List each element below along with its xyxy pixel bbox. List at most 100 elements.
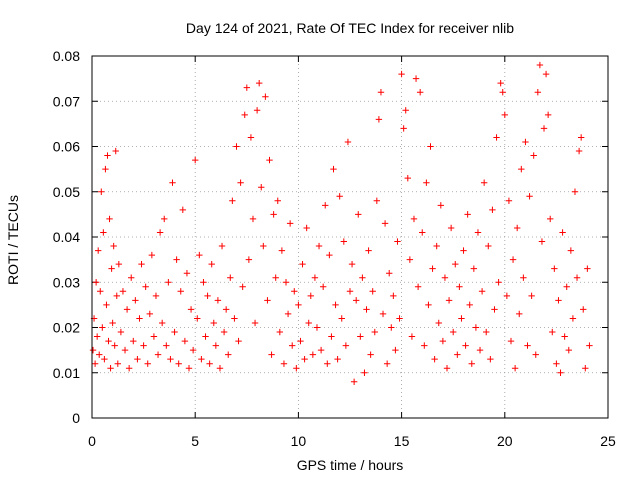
data-point (355, 211, 362, 218)
data-point (303, 224, 310, 232)
y-tick-label: 0.08 (53, 48, 80, 64)
data-point (530, 152, 537, 159)
data-point (495, 279, 502, 286)
data-point (175, 360, 182, 367)
data-point (398, 70, 405, 78)
data-point (419, 229, 426, 236)
data-point (270, 211, 277, 218)
data-point (189, 346, 197, 354)
data-point (513, 224, 521, 232)
data-point (100, 229, 107, 236)
data-point (577, 134, 585, 141)
data-point (518, 165, 525, 173)
data-point (485, 242, 492, 250)
data-point (526, 193, 533, 200)
data-point (511, 365, 519, 372)
data-point (255, 79, 263, 87)
data-point (489, 206, 496, 214)
data-point (445, 297, 453, 304)
data-point (128, 274, 135, 281)
data-point (311, 274, 319, 281)
data-point (216, 365, 224, 372)
data-point (431, 355, 438, 363)
data-point (114, 360, 121, 367)
data-point (586, 342, 593, 349)
data-point (402, 107, 409, 114)
data-point (97, 288, 104, 295)
data-point (112, 147, 119, 155)
data-point (580, 306, 587, 313)
data-point (291, 288, 298, 295)
data-point (177, 288, 184, 295)
data-point (509, 256, 517, 263)
data-point (452, 260, 459, 268)
data-point (299, 260, 306, 268)
data-point (253, 107, 261, 114)
data-point (293, 365, 300, 372)
data-point (171, 328, 178, 336)
data-point (567, 247, 575, 254)
data-point (456, 283, 463, 290)
x-tick-label: 15 (394, 433, 410, 449)
data-point (520, 274, 527, 281)
data-point (441, 274, 449, 281)
data-point (528, 292, 535, 300)
data-point (315, 242, 323, 250)
data-point (194, 315, 201, 322)
data-point (454, 351, 461, 358)
data-point (297, 337, 304, 345)
data-point (317, 346, 325, 354)
data-point (328, 333, 335, 340)
data-point (161, 215, 168, 223)
data-point (582, 365, 589, 372)
data-point (239, 283, 246, 290)
data-point (260, 242, 267, 250)
data-points (89, 61, 593, 385)
data-point (361, 369, 368, 376)
data-point (483, 328, 490, 336)
data-point (264, 297, 271, 304)
data-point (400, 125, 407, 132)
data-point (102, 165, 109, 173)
data-point (334, 355, 341, 363)
data-point (427, 143, 434, 150)
data-point (367, 351, 374, 358)
data-point (359, 274, 366, 281)
data-point (245, 256, 253, 263)
data-point (565, 346, 572, 354)
data-point (103, 301, 110, 309)
y-tick-label: 0.04 (53, 229, 80, 245)
data-point (416, 89, 424, 96)
data-point (210, 319, 217, 327)
x-tick-label: 0 (88, 433, 96, 449)
data-point (408, 333, 416, 340)
data-point (466, 301, 473, 309)
tick-labels: 0 5 10 15 20 25 0 0.01 0.02 0.03 0.04 0.05 0.06 0.07 0… (53, 48, 616, 449)
data-point (480, 179, 488, 186)
data-point (237, 179, 244, 186)
data-point (218, 242, 226, 250)
data-point (522, 138, 529, 146)
data-point (338, 315, 345, 322)
data-point (470, 265, 478, 272)
data-point (282, 279, 290, 286)
data-point (575, 147, 583, 155)
data-point (167, 355, 174, 363)
data-point (107, 365, 114, 372)
data-point (208, 260, 215, 268)
data-point (132, 297, 139, 304)
data-point (324, 360, 331, 367)
data-point (534, 89, 542, 96)
data-point (584, 265, 591, 272)
data-point (499, 89, 506, 96)
data-point (202, 333, 209, 340)
data-point (507, 337, 515, 345)
data-point (443, 365, 451, 372)
data-point (134, 355, 141, 363)
data-point (505, 197, 513, 204)
data-point (390, 292, 397, 300)
data-point (377, 89, 385, 96)
data-point (119, 288, 127, 295)
data-point (414, 283, 422, 290)
data-point (326, 251, 333, 259)
